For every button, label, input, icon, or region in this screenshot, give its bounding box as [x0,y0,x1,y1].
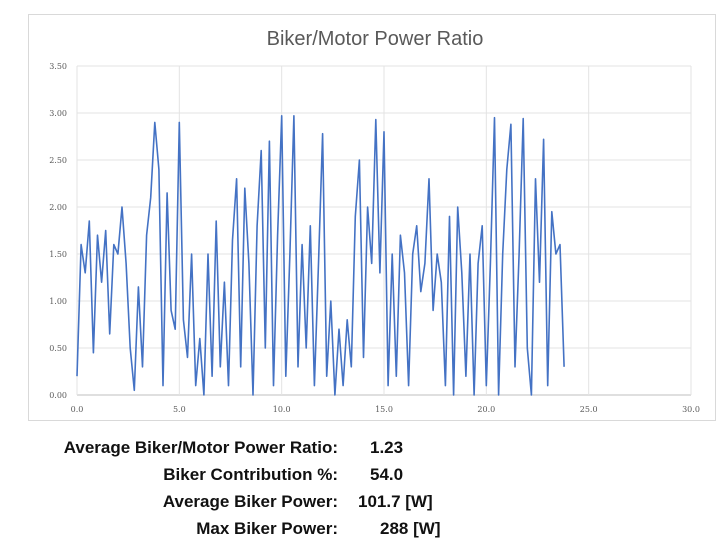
y-tick-label: 3.50 [49,62,67,71]
x-tick-label: 0.0 [71,405,84,414]
stat-max-power: Max Biker Power: 288 [W] [0,519,720,545]
y-tick-label: 0.50 [49,344,67,353]
stat-label: Average Biker Power: [162,492,338,511]
stat-number: 101.7 [358,492,401,511]
y-tick-label: 2.50 [49,156,67,165]
stat-label: Max Biker Power: [196,519,338,538]
stat-unit: [W] [405,492,433,511]
chart-title: Biker/Motor Power Ratio [267,28,484,50]
series-line [76,115,565,396]
stat-label: Biker Contribution %: [163,465,338,484]
stat-value: 101.7 [W] [358,492,433,512]
stat-unit: [W] [413,519,441,538]
stat-average-power: Average Biker Power: 101.7 [W] [0,492,720,518]
stat-number: 288 [380,519,409,538]
x-tick-label: 20.0 [477,405,495,414]
y-tick-label: 1.00 [49,297,67,306]
stat-value: 1.23 [370,438,404,457]
x-tick-label: 25.0 [580,405,598,414]
x-tick-label: 5.0 [173,405,186,414]
x-tick-label: 10.0 [273,405,291,414]
stat-average-ratio: Average Biker/Motor Power Ratio: 1.23 [0,438,720,464]
power-ratio-chart: Biker/Motor Power Ratio 0.00 0.50 1.00 1.50… [49,28,700,414]
stat-value: 54.0 [370,465,404,484]
x-tick-label: 15.0 [375,405,393,414]
stat-label: Average Biker/Motor Power Ratio: [63,438,338,457]
y-tick-label: 0.00 [49,391,67,400]
y-tick-label: 2.00 [49,203,67,212]
y-tick-label: 3.00 [49,109,67,118]
stat-value: 288 [W] [380,519,440,539]
y-tick-label: 1.50 [49,250,67,259]
stat-biker-contribution: Biker Contribution %: 54.0 [0,465,720,491]
x-tick-label: 30.0 [682,405,700,414]
chart-container: Biker/Motor Power Ratio 0.00 0.50 1.00 1.50… [28,14,716,421]
